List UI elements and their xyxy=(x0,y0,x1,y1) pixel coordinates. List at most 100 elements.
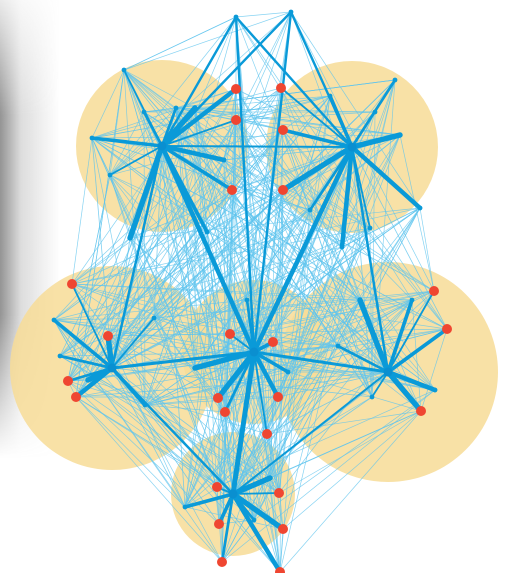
link-spoke xyxy=(127,143,165,241)
link-hub xyxy=(350,145,390,374)
node-red xyxy=(278,125,288,135)
link-thin xyxy=(235,88,353,148)
link-hub xyxy=(110,350,256,370)
link-thin xyxy=(253,146,353,521)
link-thin xyxy=(75,396,223,563)
link-apex xyxy=(160,15,238,148)
link-thin xyxy=(111,246,343,369)
link-thin xyxy=(111,111,376,369)
link-thin xyxy=(235,11,292,121)
node-blue xyxy=(339,244,345,250)
apex-node-blue xyxy=(233,14,239,20)
link-spoke xyxy=(349,132,403,150)
link-thin xyxy=(235,111,376,121)
link-apex xyxy=(234,15,354,149)
link-thin xyxy=(143,111,146,406)
link-spoke xyxy=(281,128,354,149)
link-thin xyxy=(232,88,237,495)
link-spoke xyxy=(217,492,235,526)
node-red xyxy=(63,376,73,386)
link-thin xyxy=(194,367,255,521)
link-spoke xyxy=(339,144,355,250)
apex-node-blue xyxy=(288,9,294,15)
link-thin xyxy=(111,237,131,369)
link-thin xyxy=(59,129,284,357)
link-thin xyxy=(67,174,111,382)
link-apex xyxy=(289,10,354,149)
node-blue xyxy=(121,67,127,73)
link-spoke xyxy=(280,87,353,148)
link-thin xyxy=(87,351,255,381)
node-blue xyxy=(141,109,147,115)
link-thin xyxy=(111,367,220,525)
link-thin xyxy=(279,209,311,573)
node-red xyxy=(429,286,439,296)
link-thin xyxy=(59,351,255,357)
link-thin xyxy=(153,317,255,353)
link-thin xyxy=(253,227,371,353)
link-thin xyxy=(53,319,186,508)
link-thin xyxy=(111,367,373,398)
hub-node-mid-left xyxy=(107,363,117,373)
link-thin xyxy=(235,11,292,18)
link-spoke xyxy=(336,344,390,374)
link-thin xyxy=(111,95,331,369)
link-thin xyxy=(351,146,373,398)
link-hub xyxy=(232,371,389,495)
node-blue xyxy=(51,317,57,323)
link-thin xyxy=(153,145,163,319)
node-red xyxy=(67,279,77,289)
link-thin xyxy=(107,335,196,369)
link-thin xyxy=(224,333,231,413)
link-thin xyxy=(53,299,248,321)
link-spoke xyxy=(105,333,115,371)
link-thin xyxy=(123,16,237,71)
link-spoke xyxy=(159,86,239,149)
node-blue xyxy=(192,365,198,371)
link-thin xyxy=(153,290,435,319)
node-red xyxy=(227,185,237,195)
node-red xyxy=(262,429,272,439)
link-spoke xyxy=(386,327,449,374)
link-thin xyxy=(71,237,131,285)
link-thin xyxy=(107,335,186,508)
link-apex xyxy=(234,15,256,354)
link-thin xyxy=(246,299,289,373)
link-thin xyxy=(224,119,237,413)
hub-node-center xyxy=(249,347,259,357)
link-spoke xyxy=(251,349,281,400)
link-spoke xyxy=(215,349,257,401)
link-spoke xyxy=(253,351,268,435)
link-spoke xyxy=(387,290,435,373)
node-red xyxy=(217,557,227,567)
link-thin xyxy=(216,389,436,488)
node-red xyxy=(273,392,283,402)
node-red xyxy=(274,488,284,498)
link-thin xyxy=(91,95,331,139)
link-thin xyxy=(290,11,435,292)
link-thin xyxy=(175,107,234,495)
node-blue xyxy=(372,109,378,115)
link-spoke xyxy=(385,369,438,393)
link-thin xyxy=(144,371,289,406)
link-thin xyxy=(266,371,389,435)
link-hub xyxy=(161,145,353,148)
link-thin xyxy=(282,129,343,248)
link-thin xyxy=(153,317,234,495)
link-thin xyxy=(232,345,339,495)
link-spoke xyxy=(252,350,290,374)
link-spoke xyxy=(223,350,256,414)
link-thin xyxy=(123,69,389,373)
link-thin xyxy=(144,290,435,406)
link-thin xyxy=(129,207,421,239)
link-thin xyxy=(67,380,220,525)
link-thin xyxy=(109,174,448,330)
link-thin xyxy=(91,69,125,139)
link-thin xyxy=(278,189,284,494)
node-blue xyxy=(409,297,415,303)
link-thin xyxy=(153,317,271,479)
link-thin xyxy=(87,129,284,381)
link-thin xyxy=(221,189,233,563)
hub-node-bottom xyxy=(228,489,238,499)
link-thin xyxy=(216,146,353,488)
